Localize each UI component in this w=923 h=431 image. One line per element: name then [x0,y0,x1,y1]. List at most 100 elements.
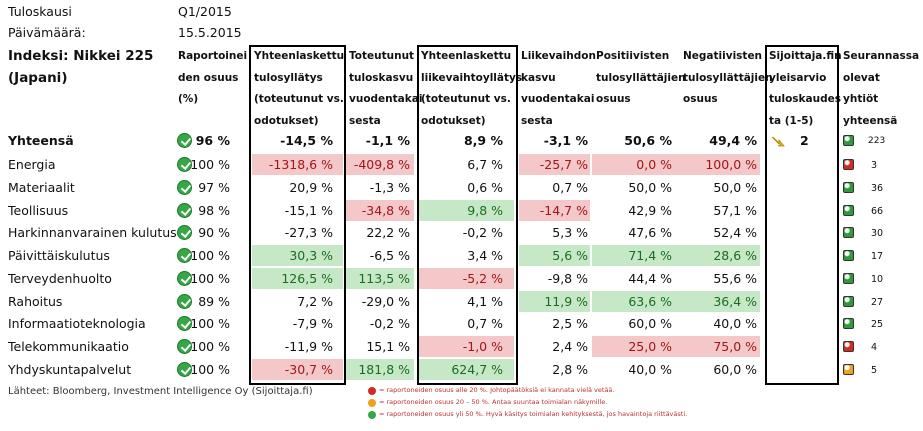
sector-eps-growth: -29,0 % [361,293,410,309]
highlight-red [419,336,514,357]
highlight-green [252,245,343,266]
sector-pos-share: 47,6 % [628,225,672,241]
period-label: Tuloskausi [8,4,72,19]
sector-eps-surprise: -11,9 % [284,339,333,354]
column-header-line: odotukset) [421,114,486,127]
frame-rev-surprise [417,45,518,385]
column-header-line: tuloskasvu [349,71,414,84]
sector-eps-growth: -0,2 % [369,316,410,332]
column-header-line: osuus [683,93,718,105]
column-header-line: tuloskaudes [769,93,841,105]
total-rating: 2 [800,133,809,148]
check-circle-icon [177,270,192,286]
column-header-line: yhtiöt [843,93,879,105]
sector-neg-share: 75,0 % [713,339,757,354]
column-header-line: Sijoittaja.fin [769,50,842,62]
highlight-red [592,154,676,175]
sector-pos-share: 44,4 % [628,270,672,286]
sector-eps-surprise: -15,1 % [284,202,333,218]
date-label: Päivämäärä: [8,25,86,40]
highlight-green [592,290,676,312]
column-header-line: tulosyllättäjien [596,71,686,84]
column-header-line: Liikevaihdon [521,50,596,62]
sector-pos-share: 40,0 % [628,361,672,377]
sector-label: Terveydenhuolto [8,270,112,286]
highlight-red [419,267,514,289]
sector-neg-share: 57,1 % [713,202,757,218]
sector-label: Teollisuus [8,202,69,218]
column-header-line: liikevaihtoyllätys [421,71,523,84]
sector-rev-growth: -25,7 % [539,157,588,172]
column-header-line: Yhteenlaskettu [421,50,512,62]
sector-reported: 100 % [190,361,230,377]
sector-rev-growth: -9,8 % [547,270,588,286]
column-header-line: Raportoinei [178,50,248,62]
column-header-line: tulosyllättäjien [683,71,773,84]
total-reported: 96 % [195,133,230,148]
total-eps-growth: -1,1 % [365,133,410,148]
highlight-green [519,245,590,266]
highlight-green [252,267,343,289]
sector-rev-surprise: 624,7 % [451,361,503,377]
period-value: Q1/2015 [178,4,232,19]
sector-eps-growth: 15,1 % [366,339,410,354]
column-header-line: ta (1-5) [769,114,814,127]
highlight-green [419,199,514,221]
sector-companies: 25 [871,319,884,331]
sector-companies: 66 [871,205,884,217]
check-circle-icon [177,248,192,263]
sector-rev-growth: 0,7 % [552,179,588,195]
sector-reported: 100 % [190,270,230,286]
status-red-icon [843,341,854,352]
column-header-line: yleisarvio [769,71,827,84]
column-header-line: yhteensä [843,114,898,127]
sector-pos-share: 50,0 % [628,179,672,195]
column-header-line: Toteutunut [349,50,415,62]
highlight-red [252,154,343,175]
index-country: (Japani) [8,70,68,86]
column-header-line: odotukset) [254,114,319,127]
sector-rev-growth: 11,9 % [544,293,588,309]
sector-eps-surprise: 20,9 % [289,179,333,195]
status-green-icon [843,135,854,146]
highlight-red [519,154,590,175]
sector-companies: 36 [871,182,884,194]
sector-neg-share: 36,4 % [713,293,757,309]
column-header-line: den osuus [178,71,239,84]
column-header-line: kasvu [521,71,556,84]
sector-rev-growth: 5,3 % [552,225,588,241]
sector-pos-share: 42,9 % [628,202,672,218]
column-header-line: Seurannassa [843,50,920,62]
check-circle-icon [177,225,192,241]
highlight-red [252,358,343,380]
legend-red-icon [368,387,376,395]
highlight-red [519,199,590,221]
sector-reported: 98 % [198,202,230,218]
sector-label: Energia [8,157,56,172]
highlight-red [676,336,760,357]
sector-eps-surprise: -7,9 % [292,316,333,332]
highlight-red [345,199,414,221]
total-neg-share: 49,4 % [709,133,757,148]
check-circle-icon [177,133,192,148]
sector-companies: 10 [871,273,884,285]
column-header-line: sesta [349,114,381,127]
column-header-line: Positiivisten [596,50,670,62]
highlight-green [345,267,414,289]
sector-label: Materiaalit [8,179,75,195]
sector-label: Yhdyskuntapalvelut [8,361,132,377]
sector-eps-surprise: 126,5 % [281,270,333,286]
column-header-line: tulosyllätys [254,71,323,84]
sector-pos-share: 0,0 % [636,157,672,172]
sector-reported: 100 % [190,248,230,263]
column-header-line: (%) [178,93,199,105]
status-green-icon [843,204,854,216]
sector-eps-growth: -34,8 % [361,202,410,218]
sector-eps-surprise: 7,2 % [297,293,333,309]
sector-eps-surprise: -27,3 % [284,225,333,241]
total-rev-surprise: 8,9 % [463,133,503,148]
check-circle-icon [177,157,192,172]
sector-rev-surprise: -5,2 % [462,270,503,286]
column-header-line: Yhteenlaskettu [254,50,345,62]
sector-rev-surprise: 0,6 % [467,179,503,195]
